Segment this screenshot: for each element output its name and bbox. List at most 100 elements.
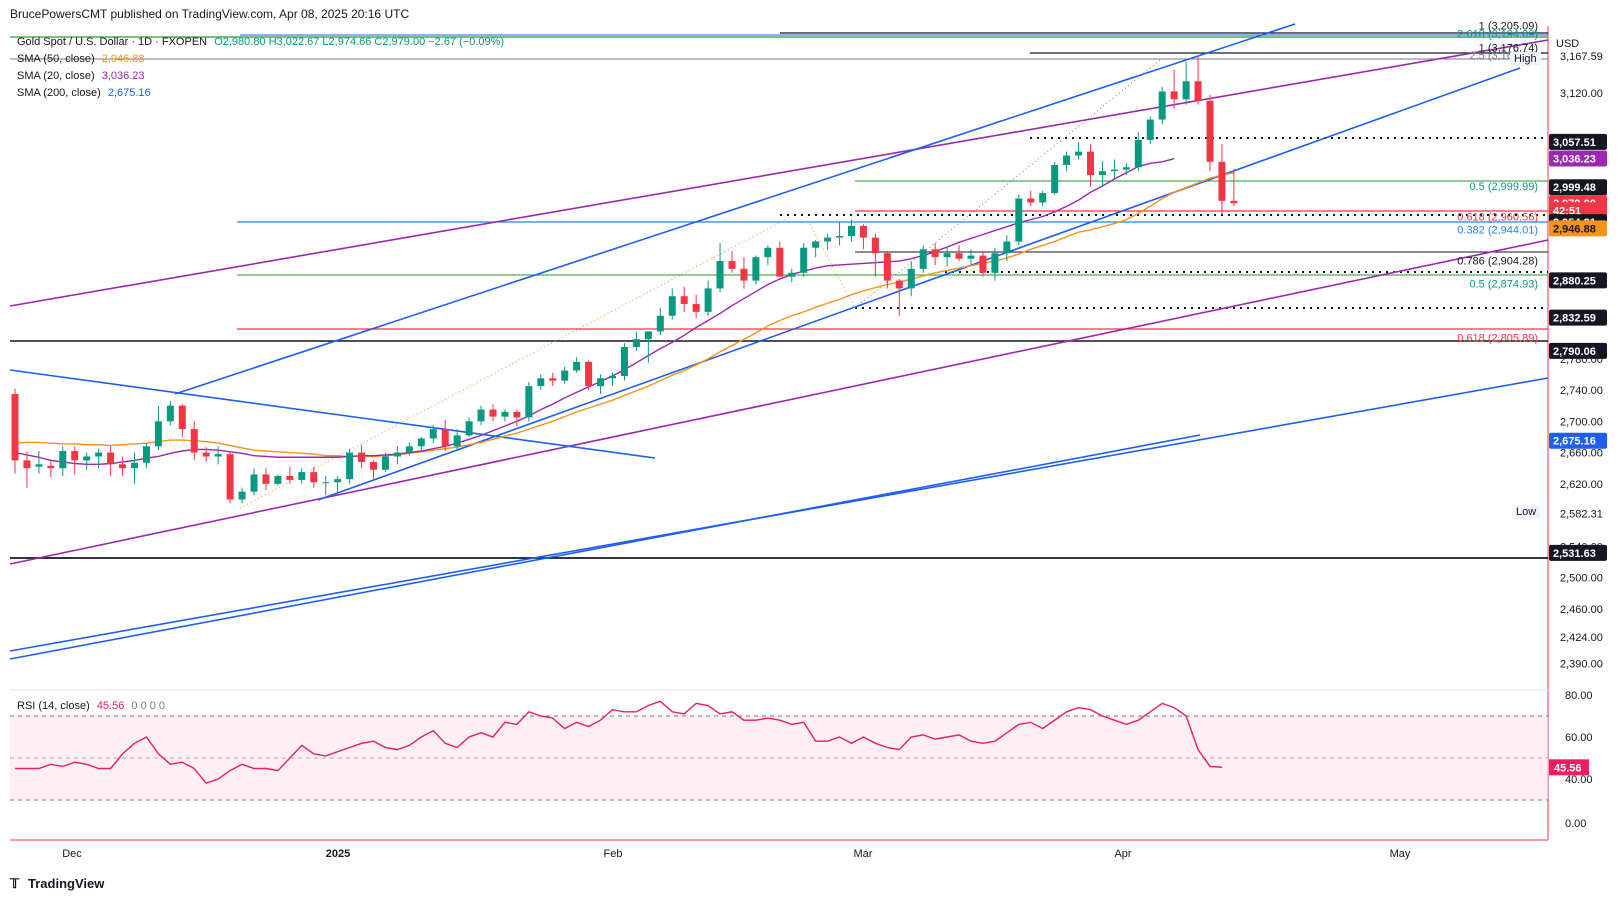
candle[interactable] — [393, 446, 401, 465]
candle[interactable] — [1039, 190, 1047, 207]
candle[interactable] — [979, 250, 987, 277]
candle[interactable] — [1170, 69, 1178, 109]
candle[interactable] — [441, 419, 449, 452]
candles[interactable] — [11, 55, 1238, 504]
candle[interactable] — [1146, 116, 1154, 144]
candle[interactable] — [334, 476, 342, 493]
candle[interactable] — [632, 331, 640, 351]
candle[interactable] — [346, 448, 354, 484]
candle[interactable] — [1110, 159, 1118, 179]
sma50-legend[interactable]: SMA (50, close) 2,946.88 — [17, 53, 145, 65]
candle[interactable] — [1015, 194, 1023, 246]
sma20-legend[interactable]: SMA (20, close) 3,036.23 — [17, 70, 145, 82]
candle[interactable] — [1182, 61, 1190, 105]
candle[interactable] — [848, 219, 855, 242]
candle[interactable] — [1098, 161, 1106, 187]
candle[interactable] — [1134, 132, 1142, 172]
candle[interactable] — [859, 224, 867, 250]
blue-channel-lower[interactable] — [317, 67, 1521, 501]
candle[interactable] — [1218, 143, 1226, 215]
candle[interactable] — [680, 286, 688, 312]
candle[interactable] — [358, 444, 366, 469]
candle[interactable] — [895, 279, 903, 316]
candle[interactable] — [597, 374, 605, 394]
candle[interactable] — [609, 372, 616, 387]
candle[interactable] — [381, 452, 389, 473]
tradingview-logo[interactable]: 𝕋 TradingView — [10, 876, 104, 892]
candle[interactable] — [453, 429, 461, 450]
candle[interactable] — [23, 451, 31, 488]
candle[interactable] — [417, 436, 425, 452]
candle[interactable] — [800, 243, 808, 277]
candle[interactable] — [883, 250, 891, 289]
candle[interactable] — [250, 468, 258, 496]
candle[interactable] — [477, 405, 485, 426]
rsi-line[interactable] — [15, 700, 1222, 785]
candle[interactable] — [154, 405, 162, 451]
candle[interactable] — [214, 446, 222, 465]
sma200-legend[interactable]: SMA (200, close) 2,675.16 — [17, 87, 151, 99]
candle[interactable] — [1158, 86, 1166, 125]
candle[interactable] — [465, 417, 473, 437]
candle[interactable] — [238, 487, 246, 504]
candle[interactable] — [931, 243, 939, 265]
candle[interactable] — [95, 448, 103, 469]
candle[interactable] — [776, 241, 784, 277]
candle[interactable] — [274, 474, 282, 486]
sma50-path[interactable] — [14, 172, 1235, 458]
candle[interactable] — [142, 443, 150, 469]
candle[interactable] — [286, 466, 294, 484]
candle[interactable] — [704, 280, 712, 316]
candle[interactable] — [1194, 55, 1202, 105]
candle[interactable] — [513, 409, 521, 426]
candle[interactable] — [788, 268, 796, 283]
candle[interactable] — [405, 442, 413, 456]
candle[interactable] — [298, 468, 306, 484]
currency-label[interactable]: USD — [1556, 38, 1580, 50]
candle[interactable] — [166, 400, 174, 426]
candle[interactable] — [489, 404, 497, 422]
candle[interactable] — [1027, 190, 1035, 207]
candle[interactable] — [728, 250, 736, 273]
candle[interactable] — [1122, 163, 1130, 176]
candle[interactable] — [226, 451, 234, 504]
candle[interactable] — [59, 446, 67, 477]
candle[interactable] — [656, 307, 664, 336]
candle[interactable] — [812, 239, 820, 258]
candle[interactable] — [1206, 94, 1214, 172]
candle[interactable] — [1075, 142, 1083, 160]
candle[interactable] — [764, 245, 772, 265]
candle[interactable] — [644, 331, 652, 363]
rsi-legend[interactable]: RSI (14, close) 45.56 0 0 0 0 — [17, 700, 165, 712]
candle[interactable] — [202, 447, 210, 462]
candle[interactable] — [47, 460, 55, 478]
candle[interactable] — [35, 451, 43, 474]
sma20-path[interactable] — [14, 157, 1175, 465]
candle[interactable] — [836, 221, 844, 246]
candle[interactable] — [561, 366, 569, 384]
candle[interactable] — [955, 245, 963, 262]
candle[interactable] — [967, 249, 975, 265]
purple-channel-lower[interactable] — [9, 239, 1549, 565]
candle[interactable] — [824, 233, 832, 250]
candle[interactable] — [585, 360, 593, 391]
candle[interactable] — [871, 233, 879, 277]
candle[interactable] — [919, 245, 927, 273]
candle[interactable] — [178, 404, 186, 437]
candle[interactable] — [71, 446, 79, 475]
blue-channel-upper[interactable] — [174, 23, 1296, 395]
purple-channel-upper[interactable] — [9, 39, 1549, 307]
candle[interactable] — [1230, 168, 1238, 207]
candle[interactable] — [991, 247, 999, 281]
rsi-path[interactable] — [15, 700, 1222, 785]
candle[interactable] — [1051, 161, 1059, 195]
blue-long-trend-upper[interactable] — [9, 377, 1549, 652]
candle[interactable] — [83, 452, 91, 470]
candle[interactable] — [119, 456, 127, 477]
candle[interactable] — [1087, 143, 1094, 187]
candle[interactable] — [11, 388, 19, 474]
candle[interactable] — [752, 255, 760, 285]
candle[interactable] — [907, 261, 915, 297]
candle[interactable] — [668, 288, 676, 320]
